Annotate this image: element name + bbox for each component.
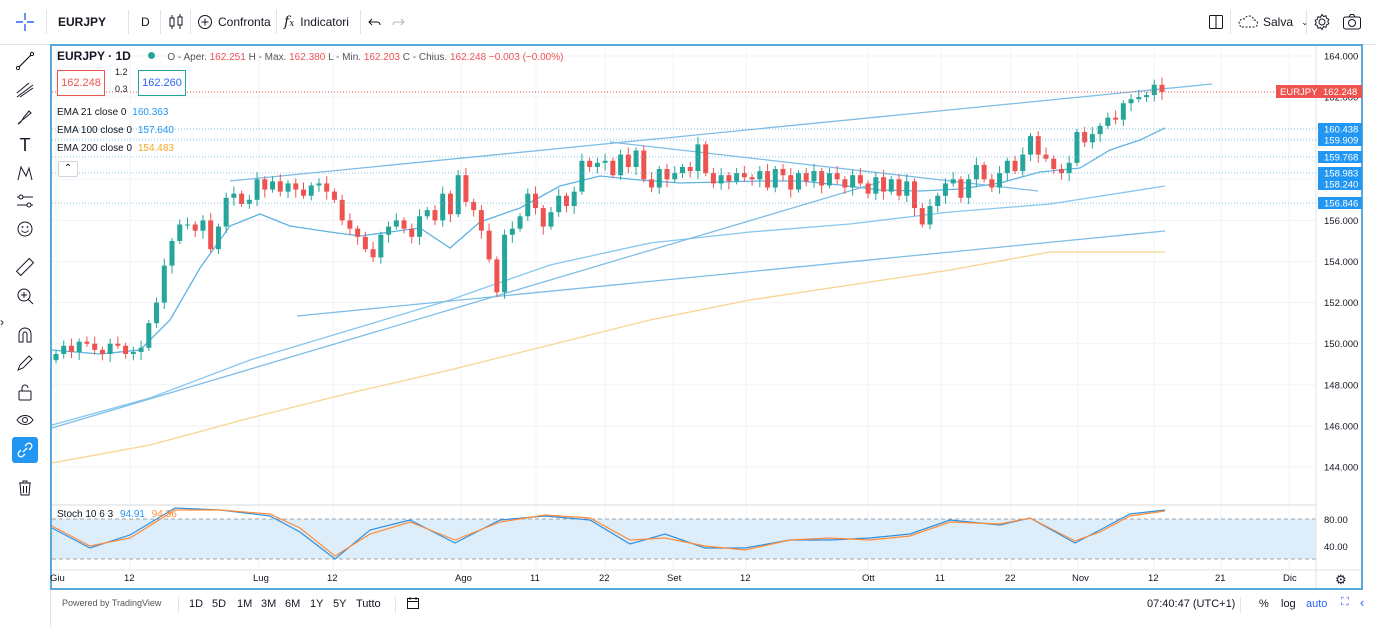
bottom-toolbar: Powered by TradingView 1D 5D 1M 3M 6M 1Y… (50, 592, 1376, 618)
cloud-icon (1238, 15, 1258, 28)
fullscreen-icon[interactable]: ⛶ (1341, 596, 1349, 608)
ema100-value: 157.640 (137, 125, 174, 136)
sell-price-box[interactable]: 162.248 (57, 70, 105, 96)
candle-style-icon[interactable] (168, 0, 184, 44)
zoom-in-icon[interactable] (12, 283, 38, 309)
ema100-legend: EMA 100 close 0 157.640 (57, 125, 174, 136)
spread-bottom: 0.3 (115, 84, 128, 94)
trash-icon[interactable] (12, 475, 38, 501)
save-button[interactable]: Salva ⌄ (1237, 0, 1309, 44)
goto-date-icon[interactable] (406, 596, 420, 613)
magnet-icon[interactable] (12, 322, 38, 348)
interval-button[interactable]: D (141, 15, 150, 29)
smiley-icon[interactable] (12, 216, 38, 242)
indicators-button[interactable]: fx Indicatori (284, 0, 349, 44)
range-1d[interactable]: 1D (189, 598, 204, 610)
crosshair-logo-icon[interactable] (14, 0, 36, 44)
symbol-search[interactable]: EURJPY (58, 15, 107, 29)
high-value: 162.380 (289, 52, 326, 63)
range-5y[interactable]: 5Y (333, 598, 347, 610)
save-label: Salva (1263, 15, 1294, 29)
buy-price-box[interactable]: 162.260 (138, 70, 186, 96)
collapse-right-icon[interactable]: ‹ (1360, 595, 1365, 610)
ema200-label: EMA 200 close 0 (57, 143, 133, 154)
compare-label: Confronta (218, 15, 271, 29)
percent-toggle[interactable]: % (1259, 598, 1269, 610)
chevron-down-icon: ⌄ (1301, 16, 1309, 27)
stoch-d-value: 94.56 (151, 509, 177, 520)
auto-toggle[interactable]: auto (1306, 598, 1328, 610)
close-label: C - Chius. (402, 52, 448, 63)
symbol-legend: EURJPY · 1D O - Aper. 162.251 H - Max. 1… (57, 49, 563, 63)
market-status-dot (147, 52, 155, 59)
ruler-icon[interactable] (12, 254, 38, 280)
open-value: 162.251 (209, 52, 246, 63)
chart-frame (50, 44, 1363, 590)
ema200-value: 154.483 (137, 143, 174, 154)
pitchfork-icon[interactable] (12, 76, 38, 102)
ema21-legend: EMA 21 close 0 160.363 (57, 107, 168, 118)
range-6m[interactable]: 6M (285, 598, 301, 610)
undo-icon[interactable] (368, 0, 382, 44)
log-toggle[interactable]: log (1281, 598, 1296, 610)
settings-gear-icon[interactable] (1313, 0, 1331, 44)
brush-icon[interactable] (12, 104, 38, 130)
range-3m[interactable]: 3M (261, 598, 277, 610)
stoch-label: Stoch 10 6 3 (57, 509, 114, 520)
spread-top: 1.2 (115, 67, 128, 77)
camera-icon[interactable] (1342, 0, 1362, 44)
top-toolbar: EURJPY D Confronta fx Indicatori Salva ⌄ (0, 0, 1376, 45)
range-5d[interactable]: 5D (212, 598, 227, 610)
redo-icon[interactable] (391, 0, 405, 44)
ema21-value: 160.363 (132, 107, 169, 118)
fx-icon: fx (284, 14, 295, 30)
axis-settings-gear-icon[interactable]: ⚙ (1335, 572, 1347, 587)
stoch-k-value: 94.91 (119, 509, 145, 520)
ema200-legend: EMA 200 close 0 154.483 (57, 143, 174, 154)
pencil-lock-icon[interactable] (12, 350, 38, 376)
ema21-label: EMA 21 close 0 (57, 107, 127, 118)
powered-by[interactable]: Powered by TradingView (62, 598, 162, 608)
legend-title: EURJPY · 1D (57, 49, 131, 63)
eye-icon[interactable] (12, 407, 38, 433)
high-label: H - Max. (248, 52, 287, 63)
range-1m[interactable]: 1M (237, 598, 253, 610)
drawing-toolbar: T › (0, 45, 51, 627)
trend-line-icon[interactable] (12, 48, 38, 74)
change-value: −0.003 (−0.00%) (488, 52, 564, 63)
stoch-legend: Stoch 10 6 3 94.91 94.56 (57, 509, 177, 520)
plus-circle-icon (198, 15, 212, 29)
ema100-label: EMA 100 close 0 (57, 125, 133, 136)
range-1y[interactable]: 1Y (310, 598, 324, 610)
indicators-label: Indicatori (300, 15, 349, 29)
close-value: 162.248 (449, 52, 487, 63)
low-label: L - Min. (328, 52, 362, 63)
unlock-icon[interactable] (12, 379, 38, 405)
text-tool-icon[interactable]: T (19, 134, 31, 155)
open-label: O - Aper. (167, 52, 207, 63)
link-icon[interactable] (12, 437, 38, 463)
pattern-icon[interactable] (12, 160, 38, 186)
compare-button[interactable]: Confronta (197, 0, 271, 44)
collapse-legend-icon[interactable]: ⌃ (58, 161, 78, 177)
collapse-arrow-icon[interactable]: › (0, 315, 4, 329)
layout-icon[interactable] (1208, 0, 1224, 44)
clock-time[interactable]: 07:40:47 (UTC+1) (1147, 598, 1236, 610)
prediction-icon[interactable] (12, 188, 38, 214)
low-value: 162.203 (363, 52, 400, 63)
range-all[interactable]: Tutto (356, 598, 381, 610)
